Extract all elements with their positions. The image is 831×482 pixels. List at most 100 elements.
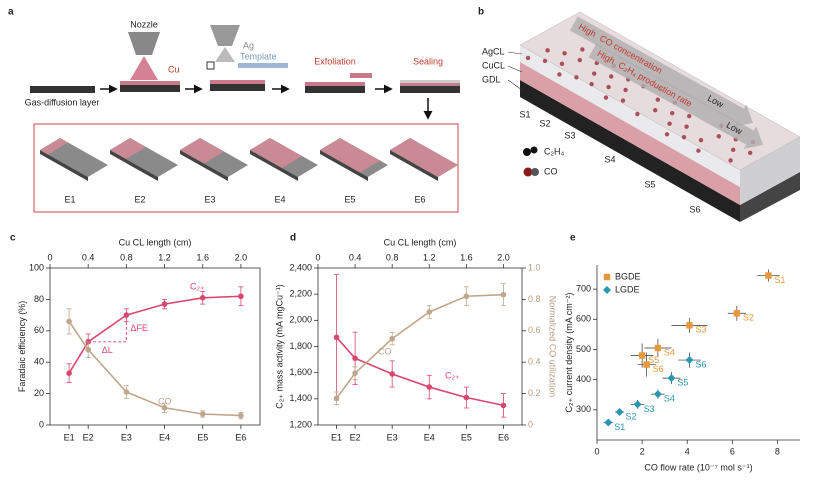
- particle: [557, 72, 562, 77]
- particle: [562, 51, 567, 56]
- particle: [559, 61, 565, 67]
- point: [654, 344, 662, 352]
- point: [333, 395, 340, 402]
- template: [238, 63, 288, 68]
- y-tick-label: 40: [34, 357, 44, 367]
- particle: [684, 124, 689, 129]
- x-tick-label: 1.2: [423, 252, 436, 262]
- x-axis-label: Cu CL length (cm): [119, 237, 192, 247]
- label: Template: [240, 51, 277, 61]
- point: [500, 402, 507, 409]
- gdl-strip: [305, 86, 365, 93]
- particle: [731, 147, 736, 153]
- series-label: CO: [158, 396, 172, 406]
- y-tick-label: 0: [39, 419, 44, 429]
- cu-coating: [180, 138, 224, 164]
- point: [633, 400, 642, 409]
- x-category-label: E2: [83, 432, 94, 442]
- point: [765, 272, 772, 279]
- gdl-strip: [30, 86, 95, 93]
- co-icon: [523, 167, 533, 177]
- particle: [687, 113, 692, 119]
- electrode-edge: [180, 150, 228, 181]
- particle: [592, 71, 597, 76]
- y2-tick-label: 0.4: [528, 357, 541, 367]
- series-line: [335, 336, 504, 407]
- cu-coating: [250, 138, 302, 168]
- gdl-face: [520, 80, 740, 222]
- point-label: S6: [653, 364, 664, 374]
- annotation: ΔL: [102, 345, 113, 355]
- y-tick-label: 1,200: [289, 419, 312, 429]
- legend-label: BGDE: [615, 271, 641, 281]
- agcl-face: [520, 45, 740, 187]
- point-label: S3: [644, 404, 655, 414]
- x-tick-label: 2.0: [497, 252, 510, 262]
- point: [685, 356, 694, 365]
- gdl-strip: [120, 85, 180, 92]
- y2-tick-label: 0.8: [528, 294, 541, 304]
- x-tick-label: 0: [594, 446, 599, 456]
- y-tick-label: 500: [576, 344, 591, 354]
- layer-labels: AgCL CuCL GDL S1 S2 S3 S4 S5 S6: [482, 46, 701, 214]
- point: [161, 404, 168, 411]
- particle: [603, 95, 609, 100]
- point: [123, 312, 130, 318]
- y-tick-label: 700: [576, 284, 591, 294]
- point-label: S5: [677, 378, 688, 388]
- x-tick-label: 4: [685, 446, 690, 456]
- electrode-edge: [320, 150, 368, 181]
- point: [500, 291, 507, 298]
- segment-label: S5: [644, 179, 655, 189]
- y-tick-label: 1,600: [289, 367, 312, 377]
- x-tick-label: 1.6: [196, 252, 209, 262]
- series-label: C₂₊: [190, 281, 205, 291]
- point: [426, 384, 433, 390]
- x-category-label: E4: [424, 432, 435, 442]
- label: Nozzle: [130, 19, 158, 29]
- electrode-box: [33, 123, 459, 213]
- point: [123, 389, 130, 395]
- point-label: S1: [774, 275, 785, 285]
- y2-tick-label: 1.0: [528, 262, 541, 272]
- x-tick-label: 8: [775, 446, 780, 456]
- y-tick-label: 600: [576, 314, 591, 324]
- point: [66, 370, 72, 376]
- particle: [664, 132, 670, 137]
- x-tick-label: 0.4: [349, 252, 362, 262]
- seal-layer: [400, 80, 460, 83]
- cu-layer: [120, 81, 180, 85]
- annotation-guide: [88, 315, 127, 343]
- gdl-strip: [210, 84, 265, 91]
- co-icon: [531, 168, 539, 176]
- particle: [653, 108, 658, 113]
- point: [161, 301, 168, 307]
- electrode-label: E4: [274, 194, 285, 204]
- particle: [577, 57, 582, 63]
- point: [463, 293, 470, 300]
- legend-label: CO: [544, 166, 558, 176]
- point-label: S3: [695, 325, 706, 335]
- y-tick-label: 100: [29, 262, 44, 272]
- cu-coating: [110, 138, 146, 159]
- y-tick-label: 300: [576, 404, 591, 414]
- electrode-label: E5: [344, 194, 355, 204]
- series-label: CO: [378, 346, 392, 356]
- y-tick-label: 1,400: [289, 393, 312, 403]
- x-tick-label: 0: [47, 252, 52, 262]
- icon: [206, 61, 215, 70]
- point: [352, 355, 358, 362]
- particle: [609, 74, 614, 79]
- panel-letter: a: [8, 7, 14, 18]
- x-tick-label: 6: [730, 446, 735, 456]
- electrode-label: E2: [134, 194, 145, 204]
- point: [199, 411, 206, 417]
- particle: [667, 121, 672, 126]
- particle: [716, 134, 721, 139]
- legend-label: C₂H₄: [544, 146, 564, 156]
- point: [604, 418, 613, 427]
- particle: [681, 135, 687, 140]
- panel-letter: d: [290, 233, 296, 244]
- electrode-edge: [390, 150, 438, 181]
- series-line: [68, 295, 241, 374]
